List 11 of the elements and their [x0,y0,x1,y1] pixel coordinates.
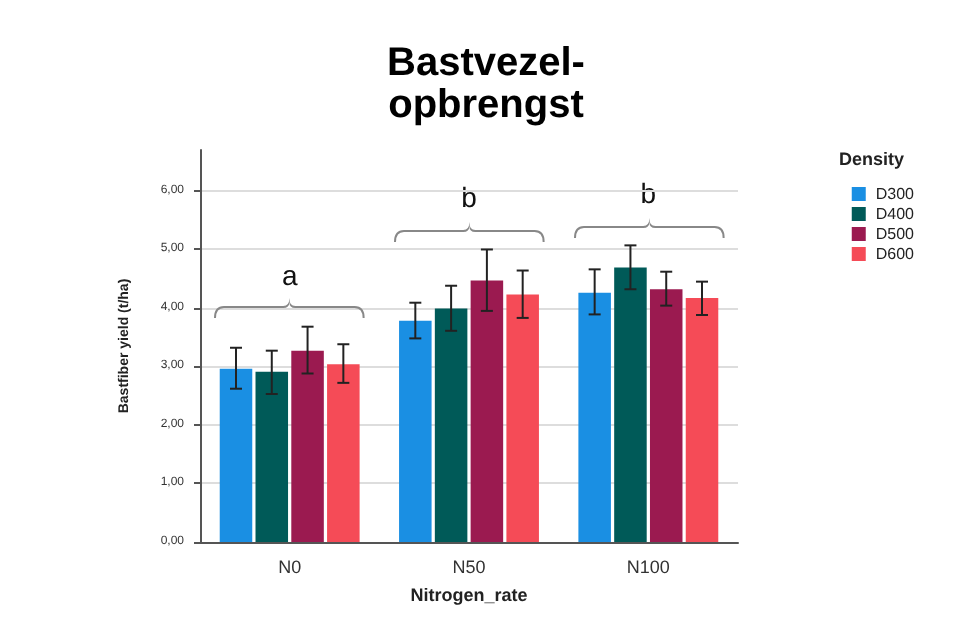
chart-title: Bastvezel- opbrengst [387,41,585,127]
annotation: a [281,258,298,291]
x-axis-title: Nitrogen_rate [410,585,528,605]
legend-label: D500 [875,225,916,243]
x-tick-label: N100 [626,557,670,577]
legend-label: D300 [875,185,916,203]
x-tick-label: N0 [278,557,302,577]
legend-title: Density [838,149,905,169]
legend-label: D400 [875,205,916,223]
x-tick-label: N50 [452,557,486,577]
legend-label: D600 [875,245,916,263]
